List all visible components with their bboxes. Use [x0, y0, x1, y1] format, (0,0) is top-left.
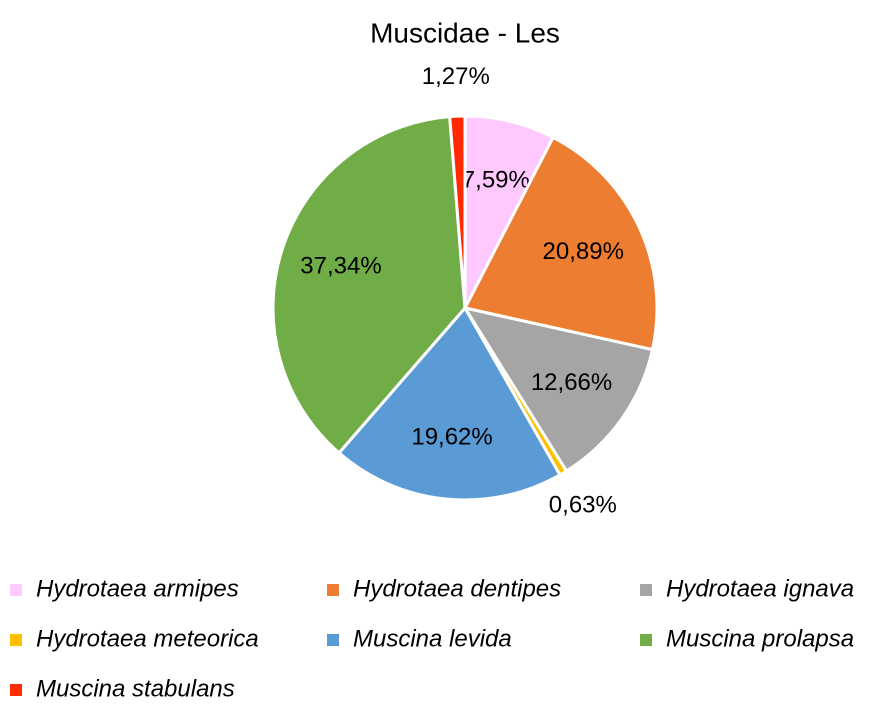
legend-label: Muscina levida — [353, 625, 512, 652]
data-label: 19,62% — [411, 423, 492, 450]
pie-slice — [448, 114, 467, 309]
chart-title: Muscidae - Les — [370, 17, 560, 48]
data-label: 0,63% — [549, 491, 617, 518]
data-label: 12,66% — [531, 369, 612, 396]
legend-label: Hydrotaea ignava — [666, 575, 854, 602]
legend-label: Hydrotaea armipes — [36, 575, 239, 602]
legend-label: Hydrotaea dentipes — [353, 575, 561, 602]
legend-label: Muscina prolapsa — [666, 625, 854, 652]
legend-swatch — [10, 584, 22, 596]
legend-swatch — [640, 584, 652, 596]
legend-label: Muscina stabulans — [36, 675, 235, 702]
pie-slice — [271, 114, 467, 456]
data-label: 37,34% — [300, 253, 381, 280]
pie-slice — [336, 305, 562, 502]
legend-swatch — [10, 634, 22, 646]
pie-slice — [461, 305, 655, 474]
legend-label: Hydrotaea meteorica — [36, 625, 259, 652]
legend-swatch — [327, 634, 339, 646]
legend-swatch — [640, 634, 652, 646]
data-label: 20,89% — [543, 238, 624, 265]
pie-slice — [462, 135, 659, 352]
legend-swatch — [10, 684, 22, 696]
data-label: 1,27% — [422, 63, 490, 90]
legend-swatch — [327, 584, 339, 596]
data-label: 7,59% — [462, 166, 530, 193]
